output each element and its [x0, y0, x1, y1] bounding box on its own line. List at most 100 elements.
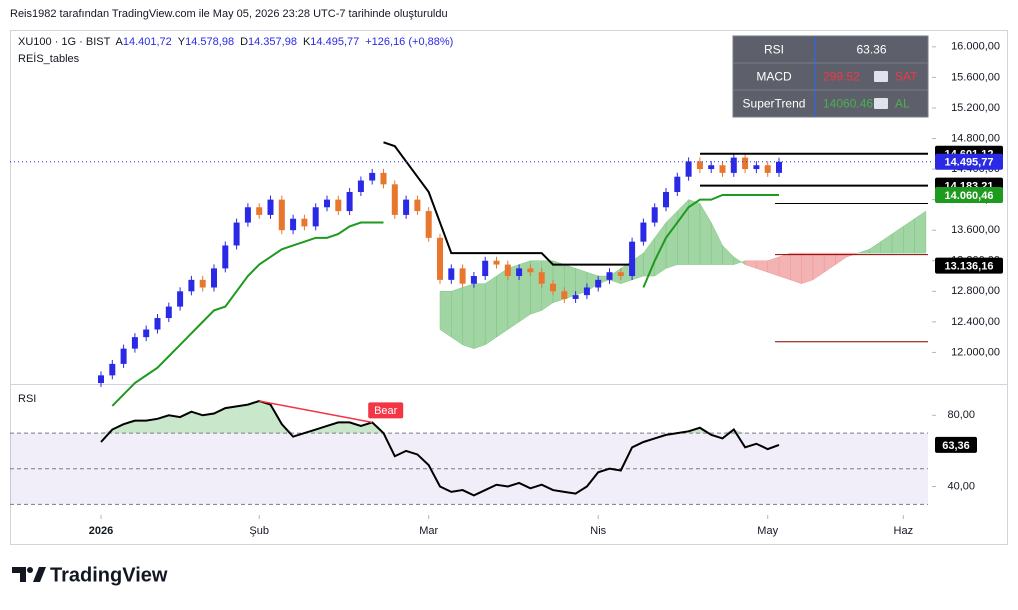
candle: [391, 184, 398, 215]
candle: [256, 207, 263, 215]
overbought-fill: [146, 418, 158, 434]
logo: TradingView: [12, 564, 168, 586]
cloud-segment: [451, 287, 463, 346]
overbought-fill: [214, 408, 226, 434]
candle: [425, 211, 432, 238]
candle: [504, 264, 511, 277]
candle: [742, 157, 749, 170]
candle: [301, 218, 308, 227]
candle: [719, 165, 726, 173]
line: [111, 221, 384, 407]
candle: [143, 329, 150, 338]
cloud-segment: [801, 252, 814, 285]
table-value: 63.36: [856, 43, 886, 57]
indicator-name: REİS_tables: [18, 52, 80, 65]
symbol-line: XU100 · 1G · BIST A14.401,72 Y14.578,98 D14…: [18, 36, 453, 48]
pane-title: RSI: [18, 393, 36, 405]
y-tick-label: 15.200,00: [951, 102, 1000, 114]
table-name: SuperTrend: [743, 97, 806, 111]
candle: [696, 161, 703, 170]
overbought-fill: [157, 415, 169, 434]
ohlc-value: 14.401,72: [123, 36, 172, 48]
overbought-fill: [134, 420, 147, 434]
overbought-fill: [259, 401, 271, 434]
candle: [617, 272, 624, 277]
signal-icon: [874, 98, 888, 109]
table-signal: AL: [895, 97, 910, 111]
y-tick-label: 14.800,00: [951, 132, 1000, 144]
cloud-segment: [484, 275, 497, 346]
ohlc-key: D: [240, 36, 248, 48]
candle: [177, 291, 184, 307]
candle: [233, 222, 240, 246]
logo-mark: [33, 567, 46, 582]
x-tick-label: 2026: [89, 525, 113, 537]
candle: [188, 279, 195, 292]
table-name: MACD: [756, 70, 792, 84]
x-tick-label: Haz: [894, 525, 914, 537]
overbought-fill: [270, 404, 282, 434]
candle: [278, 199, 285, 231]
candle: [516, 268, 523, 277]
ohlc-value: 14.357,98: [248, 36, 297, 48]
ohlc-key: A: [116, 36, 124, 48]
price-tag-label: 13.136,16: [945, 261, 994, 273]
candle: [380, 172, 387, 185]
cloud-segment: [462, 283, 475, 349]
line: [642, 194, 779, 288]
candle: [98, 375, 104, 383]
cloud-segment: [688, 199, 701, 265]
signal-icon: [874, 71, 888, 82]
ohlc-value: 14.495,77: [310, 36, 359, 48]
x-tick-label: Nis: [590, 525, 606, 537]
candle: [165, 306, 172, 319]
x-tick-label: Mar: [419, 525, 438, 537]
rsi-tag-label: 63,36: [942, 440, 970, 452]
candle: [606, 272, 613, 280]
cloud-segment: [439, 291, 452, 338]
table-name: RSI: [764, 43, 784, 57]
candle: [267, 199, 274, 215]
candle: [324, 199, 330, 208]
candle: [674, 176, 681, 192]
overbought-fill: [338, 422, 350, 434]
candle: [403, 199, 410, 215]
candle: [493, 260, 500, 265]
logo-mark: [27, 567, 33, 573]
candle: [244, 207, 251, 223]
candle: [776, 161, 782, 173]
candle: [572, 295, 579, 299]
divergence-label-bg: [368, 402, 404, 419]
table-value: 299.52: [823, 70, 860, 84]
y-tick-label: 12.800,00: [951, 285, 1000, 297]
candle: [335, 199, 342, 212]
price-tag: [935, 187, 1003, 204]
price-tag-label: 14.060,46: [945, 190, 994, 202]
ohlc-value: 14.578,98: [185, 36, 234, 48]
x-tick-label: Şub: [249, 525, 269, 537]
y-tick-label: 15.600,00: [951, 71, 1000, 83]
cloud-segment: [914, 210, 927, 254]
candle: [561, 291, 568, 299]
candle: [346, 191, 353, 212]
candle: [459, 268, 466, 284]
candle: [685, 161, 692, 177]
divergence-line: [259, 400, 373, 424]
change: +126,16 (+0,88%): [365, 36, 453, 48]
cloud-segment: [790, 252, 802, 285]
candle: [583, 287, 590, 296]
candle: [222, 245, 229, 269]
indicator-table: RSI 63.36 MACD 299.52 SAT SuperTrend 14060.46 A…: [732, 35, 929, 118]
candle: [629, 241, 636, 277]
table-cell: [732, 89, 929, 118]
overbought-fill: [349, 422, 361, 434]
candle: [640, 222, 647, 242]
ohlc-key: Y: [178, 36, 186, 48]
y-tick-label: 16.000,00: [951, 41, 1000, 53]
candle: [482, 260, 489, 277]
overbought-fill: [236, 404, 248, 434]
candle: [211, 268, 217, 288]
attribution: Reis1982 tarafından TradingView.com ile …: [10, 8, 448, 20]
candle: [448, 268, 455, 280]
candle: [527, 268, 534, 273]
